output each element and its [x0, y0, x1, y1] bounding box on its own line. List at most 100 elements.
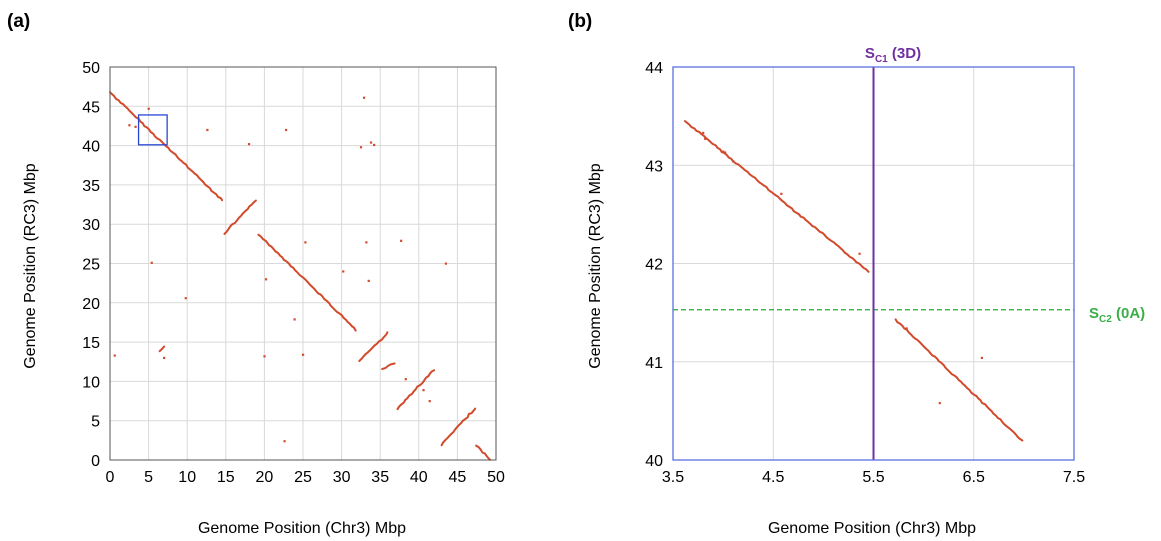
- alignment-segment: [894, 318, 1024, 442]
- data-point: [858, 252, 861, 255]
- x-tick-label: 45: [449, 469, 467, 486]
- x-tick-label: 40: [410, 469, 428, 486]
- alignment-segment: [257, 233, 357, 332]
- data-point: [980, 356, 983, 360]
- sc1-annotation: SC1 (3D): [865, 45, 921, 65]
- x-tick-label: 4.5: [762, 469, 784, 486]
- data-point: [247, 143, 251, 146]
- x-tick-label: 25: [294, 469, 312, 486]
- y-tick-label: 40: [82, 139, 100, 156]
- data-point: [367, 279, 370, 282]
- data-point: [373, 143, 376, 147]
- data-point: [263, 355, 266, 358]
- data-point: [113, 354, 116, 357]
- plot-frame-b: [672, 66, 1075, 461]
- data-point: [400, 239, 403, 242]
- x-tick-label: 0: [106, 469, 115, 486]
- sc2-annotation-sub: C2: [1099, 314, 1112, 325]
- alignment-segment: [109, 91, 224, 202]
- x-tick-label: 35: [371, 469, 389, 486]
- data-point: [359, 146, 363, 149]
- data-point: [362, 96, 366, 99]
- panel-label-a: (a): [7, 11, 30, 32]
- data-point: [150, 261, 153, 264]
- x-axis-title-b: Genome Position (Chr3) Mbp: [768, 520, 976, 537]
- alignment-segment: [381, 362, 396, 371]
- x-tick-labels-a: 0 5 10 15 20 25 30 35 40 45 50: [106, 469, 505, 486]
- chart-b: (b) 3.5 4.5 5.5 6.5 7.5 40 41 42 43 44 Genome Po…: [568, 11, 1145, 537]
- data-point: [404, 378, 407, 381]
- y-tick-labels-a: 0 5 10 15 20 25 30 35 40 45 50: [82, 60, 100, 470]
- y-tick-label: 44: [645, 60, 663, 77]
- sc1-annotation-main: S: [865, 45, 875, 62]
- y-tick-label: 35: [82, 178, 100, 195]
- y-tick-label: 5: [91, 414, 100, 431]
- x-tick-label: 5.5: [862, 469, 884, 486]
- data-point: [128, 124, 131, 127]
- x-tick-label: 15: [217, 469, 235, 486]
- x-tick-label: 50: [487, 469, 505, 486]
- data-point: [283, 440, 286, 443]
- x-tick-label: 5: [144, 469, 153, 486]
- data-point: [422, 389, 425, 392]
- sc1-annotation-suffix: (3D): [888, 45, 921, 62]
- x-tick-label: 7.5: [1063, 469, 1085, 486]
- alignment-segment: [396, 369, 436, 411]
- alignment-segment: [158, 345, 166, 353]
- sc2-annotation-main: S: [1089, 305, 1099, 322]
- y-tick-label: 41: [645, 355, 663, 372]
- x-tick-label: 10: [178, 469, 196, 486]
- x-tick-label: 3.5: [662, 469, 684, 486]
- x-tick-label: 20: [256, 469, 274, 486]
- plot-frame-a: [109, 66, 497, 461]
- data-point: [304, 241, 307, 244]
- data-point: [780, 192, 783, 195]
- y-tick-label: 40: [645, 453, 663, 470]
- gridlines-a: [109, 66, 497, 461]
- data-series-b: [684, 120, 1024, 442]
- sc2-annotation-suffix: (0A): [1112, 305, 1145, 322]
- panel-label-b: (b): [568, 11, 592, 32]
- data-point: [365, 241, 368, 244]
- y-axis-title-b: Genome Position (RC3) Mbp: [587, 163, 604, 369]
- data-point: [444, 262, 448, 265]
- chart-a: (a) 0 5 10 15 20 25 30 35 40 45 50 0 5 10 15 20 25 30 35 4…: [7, 11, 505, 537]
- y-tick-label: 50: [82, 60, 100, 77]
- data-point: [722, 150, 725, 153]
- data-point: [184, 297, 187, 300]
- x-axis-title-a: Genome Position (Chr3) Mbp: [198, 520, 406, 537]
- data-point: [302, 353, 305, 356]
- alignment-segment: [358, 331, 389, 362]
- y-tick-label: 42: [645, 257, 663, 274]
- data-point: [702, 131, 705, 135]
- data-point: [342, 270, 345, 273]
- y-tick-label: 25: [82, 257, 100, 274]
- data-point: [938, 402, 941, 405]
- data-point: [428, 400, 431, 403]
- sc1-annotation-sub: C1: [875, 54, 888, 65]
- data-point: [293, 318, 296, 321]
- y-tick-label: 43: [645, 158, 663, 175]
- zoom-highlight-box: [137, 114, 168, 146]
- y-tick-label: 0: [91, 453, 100, 470]
- x-tick-label: 30: [333, 469, 351, 486]
- alignment-segment: [440, 407, 477, 447]
- y-tick-label: 15: [82, 335, 100, 352]
- data-point: [147, 107, 150, 110]
- x-tick-labels-b: 3.5 4.5 5.5 6.5 7.5: [662, 469, 1085, 486]
- data-series-a: [109, 91, 492, 461]
- data-point: [732, 160, 735, 163]
- data-point: [704, 137, 707, 140]
- data-point: [206, 128, 209, 132]
- y-tick-label: 30: [82, 217, 100, 234]
- data-point: [369, 141, 373, 144]
- data-point: [264, 278, 268, 281]
- y-tick-labels-b: 40 41 42 43 44: [645, 60, 663, 470]
- y-tick-label: 45: [82, 99, 100, 116]
- data-point: [724, 151, 727, 154]
- data-point: [285, 128, 288, 132]
- data-point: [905, 327, 908, 330]
- y-axis-title-a: Genome Position (RC3) Mbp: [22, 163, 39, 369]
- sc2-annotation: SC2 (0A): [1089, 305, 1145, 325]
